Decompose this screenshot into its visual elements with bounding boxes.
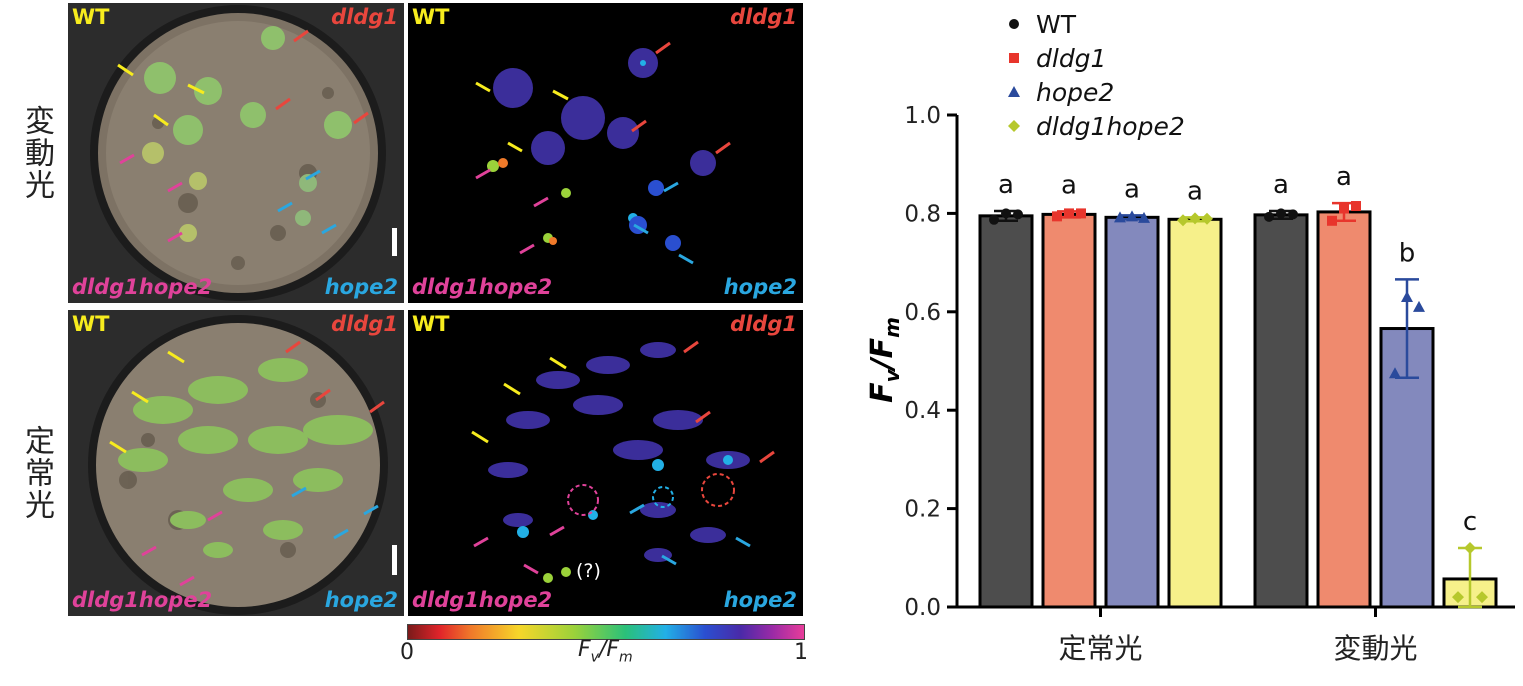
data-point-dldg1hope2 (1452, 591, 1464, 604)
fvfm-colorbar (407, 624, 805, 640)
data-point-hope2 (1138, 211, 1150, 223)
bar-dldg1hope2 (1167, 217, 1223, 609)
bar-wt (978, 214, 1034, 609)
y-tick-label: 0.6 (904, 300, 941, 326)
significance-letter: a (1124, 174, 1140, 204)
fvfm-bar-chart: Fv/Fm 0.0 0.2 0.4 0.6 0.8 1.0 定常光 変動光 a a a a a b a c WT… (865, 10, 1515, 665)
data-point-dldg1 (1327, 215, 1337, 226)
legend-marker-hope2 (1008, 86, 1020, 97)
svg-text:Fv/Fm: Fv/Fm (865, 317, 904, 403)
question-mark-annotation: (?) (576, 560, 601, 582)
fluorescence-constant: (?) WT dldg1 dldg1hope2 hope2 (408, 310, 803, 616)
data-point-wt (1276, 208, 1286, 219)
data-point-hope2 (1413, 300, 1425, 312)
colorbar-max-label: 1 (794, 640, 808, 665)
data-point-dldg1 (1052, 211, 1062, 222)
photo-fluctuating: WT dldg1 dldg1hope2 hope2 (68, 3, 404, 303)
colorbar-title-v: v (590, 649, 599, 666)
data-point-hope2 (1114, 211, 1126, 223)
x-tick-label: 変動光 (1333, 632, 1417, 665)
bar-dldg1 (1316, 210, 1372, 609)
legend-marker-dldg1hope2 (1008, 120, 1020, 132)
panel-label-wt: WT (72, 5, 110, 29)
legend-label-dldg1: dldg1 (1036, 44, 1106, 73)
panel-label-wt: WT (412, 5, 450, 29)
legend-marker-dldg1 (1009, 53, 1019, 63)
bar-dldg1 (1041, 212, 1097, 609)
y-title-m: m (880, 317, 904, 338)
panel-label-hope2: hope2 (723, 588, 797, 612)
data-point-dldg1hope2 (1464, 541, 1476, 554)
y-title-f: F (865, 382, 900, 403)
colorbar-title: Fv/Fm (578, 637, 633, 665)
panel-label-dldg1hope2: dldg1hope2 (72, 275, 213, 299)
data-point-hope2 (1401, 291, 1413, 303)
data-point-wt (1013, 209, 1023, 220)
data-point-wt (1288, 209, 1298, 220)
data-point-dldg1 (1064, 208, 1074, 219)
legend-marker-wt (1009, 19, 1019, 29)
bar-wt (1253, 213, 1309, 609)
significance-letter: a (1273, 170, 1289, 200)
panel-label-wt: WT (72, 312, 110, 336)
panel-label-hope2: hope2 (324, 588, 398, 612)
y-tick-label: 0.2 (904, 497, 941, 523)
data-point-wt (989, 214, 999, 225)
y-axis-title: Fv/Fm (865, 317, 904, 403)
colorbar-min-label: 0 (400, 640, 414, 665)
data-point-dldg1hope2 (1476, 591, 1488, 604)
bar-hope2 (1104, 215, 1160, 609)
x-tick-label: 定常光 (1058, 632, 1142, 665)
panel-label-hope2: hope2 (723, 275, 797, 299)
y-tick-label: 0.0 (904, 595, 941, 621)
data-point-wt (1001, 208, 1011, 219)
y-tick-label: 0.4 (904, 398, 941, 424)
photo-constant: WT dldg1 dldg1hope2 hope2 (68, 310, 404, 616)
data-point-hope2 (1126, 210, 1138, 222)
panel-label-dldg1: dldg1 (730, 5, 797, 29)
y-tick-label: 0.8 (904, 201, 941, 227)
data-point-dldg1hope2 (1189, 212, 1201, 225)
data-point-hope2 (1389, 367, 1401, 379)
row-label-fluctuating: 変動光 (19, 105, 54, 201)
panel-label-dldg1: dldg1 (331, 312, 398, 336)
legend-label-hope2: hope2 (1036, 78, 1114, 107)
panel-label-dldg1: dldg1 (331, 5, 398, 29)
row-label-constant: 定常光 (19, 425, 54, 521)
legend-label-wt: WT (1036, 10, 1077, 39)
data-point-dldg1hope2 (1177, 214, 1189, 227)
panel-label-dldg1hope2: dldg1hope2 (412, 275, 553, 299)
panel-label-dldg1: dldg1 (730, 312, 797, 336)
data-point-wt (1264, 211, 1274, 222)
significance-letter: a (1061, 170, 1077, 200)
colorbar-title-m: m (619, 649, 633, 666)
data-point-dldg1 (1351, 201, 1361, 212)
significance-letter: a (1187, 176, 1203, 206)
y-title-sep: /F (865, 337, 900, 372)
significance-letter: c (1463, 507, 1477, 537)
panel-label-wt: WT (412, 312, 450, 336)
data-point-dldg1 (1339, 203, 1349, 214)
significance-letter: a (998, 170, 1014, 200)
panel-label-dldg1hope2: dldg1hope2 (72, 588, 213, 612)
significance-letter: a (1336, 162, 1352, 192)
panel-label-hope2: hope2 (324, 275, 398, 299)
fluorescence-fluctuating: WT dldg1 dldg1hope2 hope2 (408, 3, 803, 303)
colorbar-title-f: F (578, 637, 591, 662)
colorbar-title-sep: /F (598, 637, 620, 662)
y-title-v: v (880, 368, 904, 382)
legend-label-dldg1hope2: dldg1hope2 (1036, 112, 1185, 141)
significance-letter: b (1399, 238, 1416, 268)
data-point-dldg1hope2 (1201, 212, 1213, 225)
data-point-dldg1 (1076, 208, 1086, 219)
panel-label-dldg1hope2: dldg1hope2 (412, 588, 553, 612)
y-tick-label: 1.0 (904, 103, 941, 129)
